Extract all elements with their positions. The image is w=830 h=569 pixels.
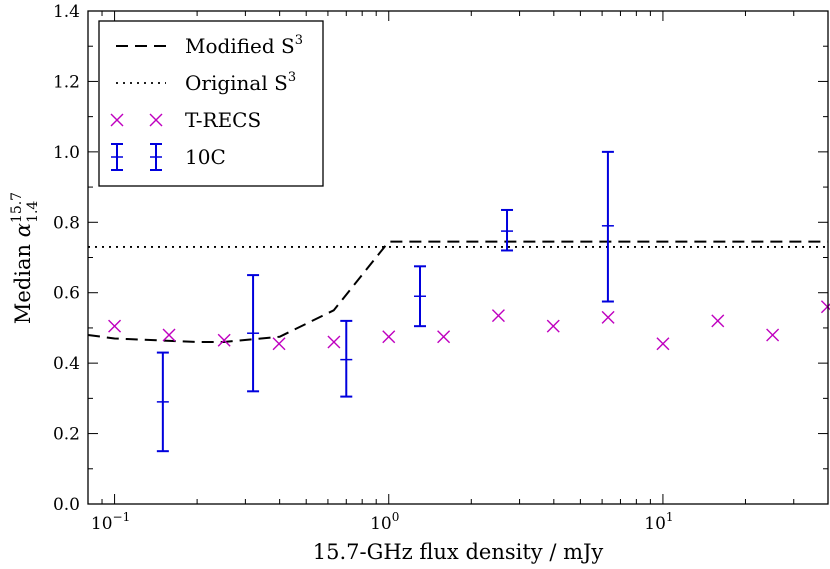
y-tick-label: 1.4 [53,2,80,22]
data-point-t-recs [108,319,122,333]
marker-stroke [162,328,176,342]
y-tick-label: 0.4 [53,354,80,374]
legend-label-superscript: 3 [295,33,303,48]
marker-stroke [491,309,505,323]
series-layer [87,150,830,453]
legend-marker-10c [111,143,123,171]
marker-stroke [382,330,396,344]
data-point-t-recs [546,319,560,333]
x-tick-label-exponent: −1 [113,510,131,524]
legend-item-10c: 10C [111,143,226,171]
data-point-t-recs [601,310,615,324]
marker-stroke [437,330,451,344]
errorbar-point-10c [413,265,426,328]
data-point-t-recs [217,333,231,347]
legend-marker-t-recs [149,113,163,127]
x-tick-label-exponent: 1 [666,510,674,524]
marker-stroke [327,335,341,349]
legend-label-text: T-RECS [185,108,261,132]
legend-label-text: 10C [185,145,226,169]
y-axis-label-symbol: α [11,223,35,237]
y-tick-label: 0.0 [53,495,80,515]
data-point-t-recs [766,328,780,342]
y-axis-label-prefix: Median [11,237,35,324]
x-tick-label-base: 10 [644,514,666,534]
legend-label-t-recs: T-RECS [185,108,261,132]
errorbar-point-10c [247,274,260,393]
y-tick-label: 1.2 [53,72,80,92]
errorbar-point-10c [156,351,169,453]
legend-marker-10c [150,143,162,171]
marker-stroke [601,310,615,324]
marker-stroke [108,319,122,333]
y-axis-label-sub: 1.4 [25,201,41,223]
data-point-t-recs [272,337,286,351]
legend-label-10c: 10C [185,145,226,169]
y-tick-label: 0.6 [53,284,80,304]
marker-stroke [656,337,670,351]
marker-stroke [546,319,560,333]
data-point-t-recs [711,314,725,328]
legend-item-t-recs: T-RECS [110,108,261,132]
data-point-t-recs [491,309,505,323]
x-axis-label: 15.7-GHz flux density / mJy [313,540,604,564]
legend-item-modified-s: Modified S3 [116,33,303,58]
errorbar-point-10c [501,208,514,252]
series-line-modified-s [87,240,828,344]
marker-stroke [711,314,725,328]
x-tick-label: 10−1 [91,510,130,534]
marker-stroke [217,333,231,347]
legend-item-original-s: Original S3 [116,70,296,95]
x-tick-label-base: 10 [370,514,392,534]
axis-ticks [87,10,829,505]
legend-marker-t-recs [110,113,124,127]
marker-stroke [149,113,163,127]
legend-frame [98,20,324,187]
legend-label-original-s: Original S3 [185,70,296,95]
legend-label-text: Modified S [185,34,295,58]
errorbar-point-10c [340,319,353,398]
x-tick-label: 100 [370,510,399,534]
x-tick-label: 101 [644,510,673,534]
errorbar-point-10c [601,150,614,303]
data-point-t-recs [162,328,176,342]
x-tick-label-base: 10 [91,514,113,534]
legend-label-modified-s: Modified S3 [185,33,303,58]
plot-frame [87,10,829,505]
marker-stroke [272,337,286,351]
y-axis-label-sup: 15.7 [9,192,25,223]
tick-labels: 0.00.20.40.60.81.01.21.410−1 100 101 [53,2,674,534]
x-tick-label-exponent: 0 [392,510,400,524]
y-tick-label: 0.2 [53,425,80,445]
legend-label-text: Original S [185,71,288,95]
data-point-t-recs [656,337,670,351]
y-axis-label: Median α15.71.4 [9,192,41,324]
marker-stroke [110,113,124,127]
data-point-t-recs [327,335,341,349]
y-tick-label: 0.8 [53,213,80,233]
data-point-t-recs [437,330,451,344]
y-tick-label: 1.0 [53,143,80,163]
legend-label-superscript: 3 [288,70,296,85]
data-point-t-recs [382,330,396,344]
marker-stroke [766,328,780,342]
